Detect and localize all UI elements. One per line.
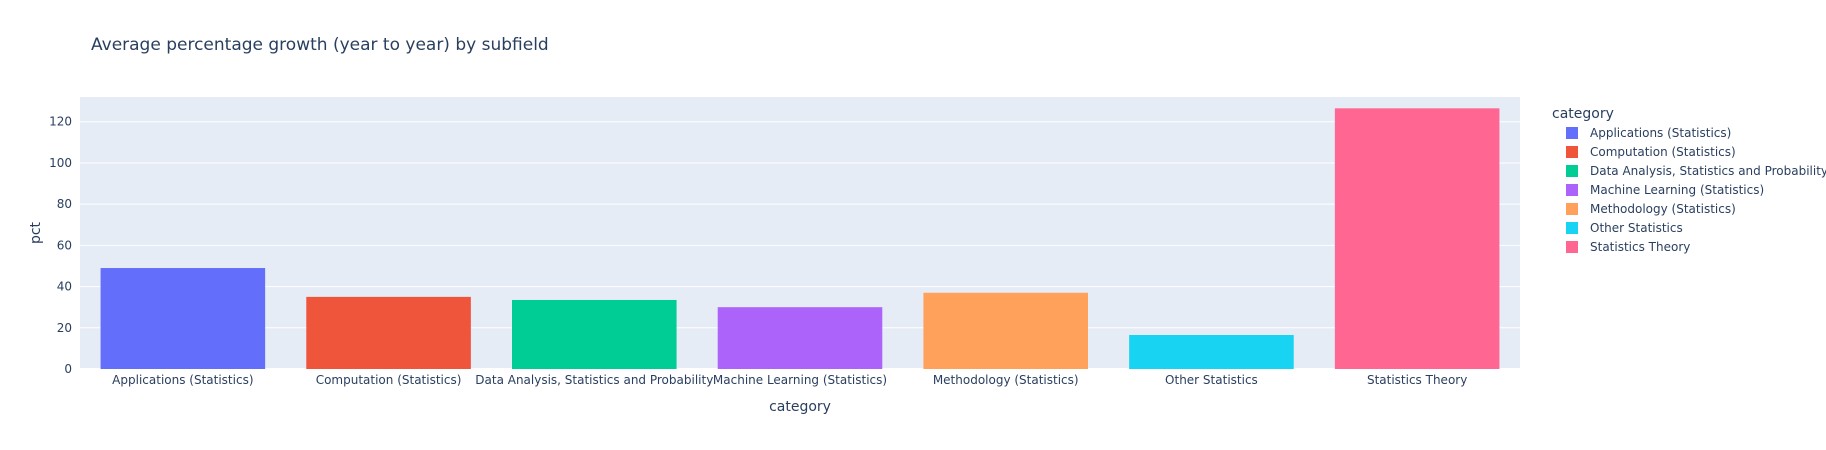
legend-swatch[interactable] (1566, 165, 1578, 177)
legend-swatch[interactable] (1566, 203, 1578, 215)
y-tick-label: 120 (49, 115, 72, 129)
x-axis-ticks: Applications (Statistics) Computation (St… (112, 373, 1467, 387)
legend-item[interactable]: Machine Learning (Statistics) (1590, 183, 1764, 197)
legend-item[interactable]: Other Statistics (1590, 221, 1683, 235)
legend-swatch[interactable] (1566, 184, 1578, 196)
x-axis-title: category (769, 399, 831, 415)
legend-title: category (1552, 106, 1614, 122)
legend-swatch[interactable] (1566, 222, 1578, 234)
bars (100, 108, 1500, 369)
y-tick-label: 40 (57, 280, 72, 294)
legend-swatch[interactable] (1566, 241, 1578, 253)
x-tick-label: Data Analysis, Statistics and Probabilit… (475, 373, 713, 387)
legend-item[interactable]: Statistics Theory (1590, 240, 1690, 254)
chart-title: Average percentage growth (year to year)… (91, 35, 549, 55)
x-tick-label: Applications (Statistics) (112, 373, 253, 387)
legend[interactable]: category Applications (Statistics) Comput… (1552, 106, 1826, 254)
y-tick-label: 0 (64, 362, 72, 376)
legend-item[interactable]: Data Analysis, Statistics and Probabilit… (1590, 164, 1826, 178)
bar[interactable] (512, 299, 677, 369)
legend-swatch[interactable] (1566, 146, 1578, 158)
x-tick-label: Statistics Theory (1367, 373, 1467, 387)
y-tick-label: 100 (49, 156, 72, 170)
x-tick-label: Methodology (Statistics) (933, 373, 1079, 387)
legend-swatch[interactable] (1566, 127, 1578, 139)
bar[interactable] (100, 268, 266, 369)
y-tick-label: 80 (57, 197, 72, 211)
y-axis-title: pct (28, 221, 44, 244)
bar[interactable] (1334, 108, 1500, 369)
x-tick-label: Computation (Statistics) (316, 373, 462, 387)
x-tick-label: Other Statistics (1165, 373, 1258, 387)
legend-item[interactable]: Methodology (Statistics) (1590, 202, 1736, 216)
x-tick-label: Machine Learning (Statistics) (713, 373, 887, 387)
y-tick-label: 20 (57, 321, 72, 335)
legend-item[interactable]: Applications (Statistics) (1590, 126, 1731, 140)
bar[interactable] (923, 292, 1088, 369)
y-tick-label: 60 (57, 238, 72, 252)
y-axis-ticks: 0 20 40 60 80 100 120 (49, 115, 72, 376)
bar[interactable] (306, 296, 471, 369)
bar[interactable] (1129, 335, 1294, 369)
legend-item[interactable]: Computation (Statistics) (1590, 145, 1736, 159)
bar[interactable] (717, 307, 883, 369)
